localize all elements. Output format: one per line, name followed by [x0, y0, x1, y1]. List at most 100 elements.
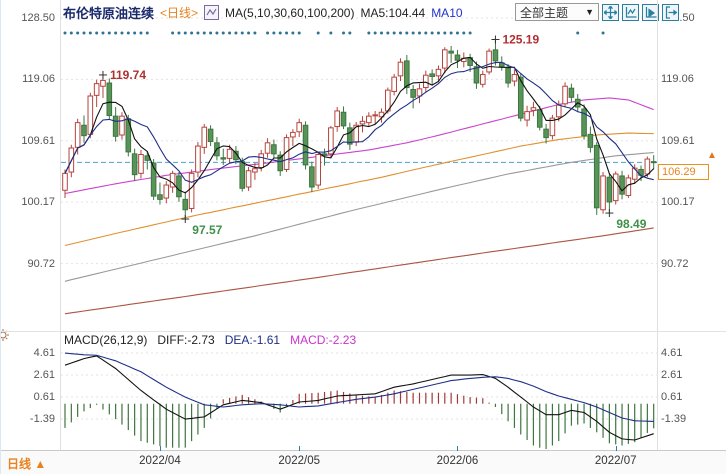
- up-candle: [423, 74, 429, 89]
- date-label: 2022/07: [594, 455, 637, 467]
- sar-dot: [183, 31, 187, 35]
- sar-dot: [114, 31, 118, 35]
- pan-crosshair-icon[interactable]: [602, 3, 619, 21]
- down-candle: [157, 194, 163, 200]
- ma-line-ma10: [64, 61, 654, 183]
- down-candle: [131, 153, 138, 176]
- macd-formula-label: MACD(26,12,9): [64, 333, 148, 347]
- up-candle: [258, 153, 265, 169]
- macd-tick-label: -1.39: [661, 412, 687, 425]
- up-candle: [511, 74, 518, 82]
- down-candle: [176, 175, 182, 198]
- price-tick-label: 128.50: [21, 12, 55, 24]
- diff-line: [64, 355, 654, 441]
- axis-zoom-icon[interactable]: [622, 3, 639, 21]
- price-tick-label: 119.06: [22, 73, 55, 86]
- month-tick: [457, 446, 459, 451]
- sar-dot: [202, 31, 206, 35]
- price-tick-label: 109.61: [661, 134, 695, 147]
- down-candle: [650, 161, 657, 164]
- up-candle: [138, 154, 144, 174]
- up-candle: [435, 68, 442, 77]
- sar-dot: [266, 31, 270, 35]
- macd-header: MACD(26,12,9) DIFF:-2.73 DEA:-1.61 MACD:…: [64, 333, 356, 347]
- axis-play-icon[interactable]: [642, 3, 659, 21]
- price-tick-label: 90.72: [661, 257, 689, 270]
- axis-divider-left: [60, 0, 61, 450]
- chart-toolbar: 全部主题 ▼: [515, 3, 679, 21]
- macd-chart: [61, 352, 657, 449]
- down-candle: [543, 128, 549, 139]
- sar-dot: [462, 31, 466, 35]
- sar-dot: [316, 31, 320, 35]
- sar-dot: [380, 31, 383, 35]
- theme-dropdown[interactable]: 全部主题 ▼: [515, 3, 599, 21]
- price-annotation: 98.49: [616, 217, 646, 231]
- price-tick-label: 100.17: [661, 196, 695, 209]
- up-candle: [562, 85, 568, 105]
- macd-tick-label: 2.61: [33, 368, 55, 381]
- price-annotation: 119.74: [110, 68, 146, 82]
- sar-dot: [95, 31, 99, 35]
- sar-dot: [576, 31, 580, 35]
- up-candle: [359, 120, 366, 125]
- date-label: 2022/05: [278, 455, 320, 467]
- up-candle: [188, 172, 195, 209]
- instrument-title[interactable]: 布伦特原油连续: [63, 6, 155, 21]
- up-candle: [372, 114, 378, 117]
- sar-dot: [285, 31, 289, 35]
- ma-settings-label: MA(5,10,30,60,100,200): [225, 5, 355, 20]
- up-candle: [631, 167, 638, 180]
- price-axis-left: 128.50 119.06 109.61 100.17 90.72 4.61 2.61 0.6…: [1, 0, 61, 450]
- up-candle: [555, 104, 562, 118]
- chart-header: 布伦特原油连续 <日线> MA(5,10,30,60,100,200) MA5:…: [63, 3, 463, 22]
- up-candle: [549, 117, 556, 137]
- sar-dot: [417, 31, 421, 35]
- down-candle: [606, 176, 613, 203]
- sar-dot: [272, 31, 276, 35]
- up-candle: [442, 49, 448, 69]
- sar-dot: [392, 31, 396, 35]
- sar-dot: [455, 31, 459, 35]
- sar-dot: [436, 31, 440, 35]
- sar-dot: [342, 31, 346, 35]
- month-tick: [615, 446, 617, 451]
- period-tag[interactable]: <日线>: [160, 6, 199, 20]
- up-candle: [290, 131, 296, 138]
- down-candle: [321, 153, 328, 156]
- up-candle: [378, 111, 385, 118]
- time-axis: 2022/04 2022/05 2022/06 2022/07: [1, 446, 726, 474]
- macd-tick-label: 0.61: [661, 390, 683, 403]
- sar-dot: [297, 31, 301, 35]
- macd-panel[interactable]: MACD(26,12,9) DIFF:-2.73 DEA:-1.61 MACD:…: [61, 331, 657, 450]
- diff-value-label: DIFF:-2.73: [157, 333, 215, 347]
- period-selector[interactable]: 日线 ▲: [7, 455, 46, 472]
- ma-line-ma60: [64, 132, 654, 247]
- dea-value-label: DEA:-1.61: [224, 333, 281, 347]
- down-candle: [309, 166, 315, 188]
- up-candle: [226, 148, 233, 159]
- axis-divider-right: [657, 0, 658, 450]
- up-candle: [328, 127, 334, 155]
- up-candle: [62, 172, 68, 191]
- up-candle: [74, 122, 81, 148]
- zigzag-chart-icon[interactable]: [204, 5, 220, 20]
- main-chart-panel[interactable]: 119.74 97.57 125.19 98.49 布伦特原油连续 <日线> MA(5…: [61, 0, 657, 331]
- sar-dot: [190, 31, 194, 35]
- up-candle: [644, 158, 651, 175]
- candlestick-chart: 119.74 97.57 125.19 98.49: [61, 17, 657, 315]
- sar-dot: [171, 31, 175, 35]
- chevron-down-icon: ▼: [585, 7, 594, 17]
- sar-dot: [221, 31, 225, 35]
- up-candle: [397, 61, 404, 77]
- price-annotation: 97.57: [192, 223, 222, 237]
- sar-dot: [329, 31, 333, 35]
- ma-line-ma5: [64, 56, 655, 194]
- ma-line-ma100: [64, 152, 654, 282]
- down-candle: [517, 76, 524, 119]
- down-candle: [587, 133, 594, 148]
- up-candle: [264, 142, 271, 154]
- down-candle: [505, 67, 511, 84]
- pan-right-icon[interactable]: [662, 3, 679, 21]
- up-candle: [296, 122, 303, 133]
